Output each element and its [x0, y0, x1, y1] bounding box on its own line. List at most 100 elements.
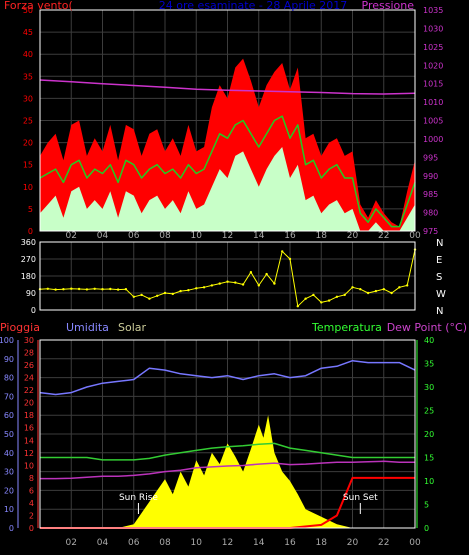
direction-point [320, 301, 323, 304]
direction-point [171, 292, 174, 296]
direction-point [140, 293, 143, 297]
rain-tick-label: 24 [24, 374, 34, 383]
pressure-tick-label: 1010 [423, 98, 443, 107]
climate-hour-label: 18 [316, 538, 328, 548]
direction-frame [39, 241, 416, 311]
wind-tick-label: 15 [23, 161, 33, 170]
direction-tick-label: 0 [31, 306, 36, 315]
direction-point [327, 299, 331, 302]
pressure-tick-label: 1025 [423, 43, 443, 52]
solar-label: Solar [118, 321, 147, 334]
wind-max-series [40, 58, 415, 231]
climate-hour-label: 20 [347, 538, 359, 548]
direction-point [202, 286, 206, 289]
wind-tick-label: 35 [23, 72, 33, 81]
wind-hour-label: 14 [253, 231, 265, 241]
dewpoint-label: Dew Point (°C) [387, 321, 467, 334]
direction-point [374, 289, 378, 293]
solar-series [40, 415, 415, 528]
direction-point [101, 288, 104, 291]
direction-point [156, 294, 159, 297]
temperature-axis-ticks: 0 5 10 15 20 25 30 35 40 [424, 336, 434, 533]
direction-point [296, 305, 299, 308]
humidity-tick-label: 70 [4, 392, 14, 401]
climate-hour-label: 02 [66, 538, 77, 548]
direction-point [148, 297, 151, 300]
wind-min-series [40, 147, 415, 231]
temperature-tick-label: 25 [424, 407, 434, 416]
wind-tick-label: 25 [23, 117, 33, 126]
climate-hour-label: 06 [128, 538, 140, 548]
wind-frame [39, 9, 416, 232]
wind-tick-label: 40 [23, 50, 33, 59]
direction-tick-label: 360 [21, 238, 36, 247]
temperature-tick-label: 30 [424, 383, 434, 392]
direction-point [77, 287, 81, 291]
direction-point [179, 289, 182, 293]
direction-point [62, 288, 65, 291]
wind-hour-label: 20 [347, 231, 359, 241]
rain-tick-label: 8 [29, 474, 34, 483]
wind-hour-label: 02 [66, 231, 77, 241]
climate-hour-label: 00 [409, 538, 421, 548]
wind-tick-label: 30 [23, 94, 33, 103]
humidity-tick-label: 0 [9, 524, 14, 533]
rain-tick-label: 18 [24, 411, 34, 420]
direction-point [335, 295, 339, 298]
direction-point [281, 250, 284, 253]
direction-point [406, 284, 409, 287]
humidity-axis-ticks: 0 10 20 30 40 50 60 70 80 90 100 [0, 336, 14, 533]
direction-point [70, 287, 73, 290]
climate-hour-label: 22 [378, 538, 389, 548]
wind-tick-label: 5 [28, 205, 33, 214]
direction-point [343, 293, 346, 297]
compass-label: N [436, 306, 443, 317]
wind-tick-label: 20 [23, 139, 33, 148]
wind-axis-label: Forza vento( [4, 0, 73, 12]
direction-point [249, 271, 253, 274]
direction-point [312, 293, 315, 297]
humidity-tick-label: 60 [4, 411, 14, 420]
sun-annotation-label: Sun Set [343, 493, 378, 503]
direction-point [226, 280, 229, 283]
direction-point [265, 272, 268, 276]
rain-tick-label: 0 [29, 524, 34, 533]
climate-hour-label: 04 [97, 538, 109, 548]
direction-series-group [38, 248, 417, 308]
wind-hour-label: 00 [409, 231, 421, 241]
compass-label: W [436, 289, 446, 300]
temperature-tick-label: 40 [424, 336, 434, 345]
climate-hour-label: 08 [159, 538, 171, 548]
direction-point [351, 286, 354, 289]
climate-hour-label: 10 [191, 538, 203, 548]
direction-point [390, 291, 393, 295]
wind-tick-label: 10 [23, 183, 33, 192]
direction-point [109, 287, 112, 291]
wind-hour-label: 12 [222, 231, 233, 241]
direction-point [366, 291, 370, 295]
pressure-tick-label: 1020 [423, 61, 443, 70]
pressure-axis-ticks: 975 980 985 990 995 1000 1005 1010 1015 1020 1025 1… [423, 6, 443, 236]
humidity-tick-label: 90 [4, 355, 14, 364]
direction-point [46, 287, 49, 290]
rain-tick-label: 6 [29, 486, 34, 495]
sun-annotations: Sun Rise Sun Set [119, 493, 378, 514]
direction-axis-ticks: 0 90 180 270 360 [21, 238, 36, 315]
direction-point [257, 284, 260, 287]
direction-point [85, 288, 89, 291]
direction-point [163, 291, 167, 295]
humidity-tick-label: 30 [4, 468, 14, 477]
rain-tick-label: 10 [24, 461, 34, 470]
wind-hour-label: 06 [128, 231, 140, 241]
wind-tick-label: 50 [23, 6, 33, 15]
temperature-tick-label: 5 [424, 501, 429, 510]
wind-hour-label: 04 [97, 231, 109, 241]
temperature-tick-label: 20 [424, 430, 434, 439]
direction-point [359, 288, 362, 291]
direction-point [54, 288, 57, 291]
wind-hour-label: 10 [191, 231, 203, 241]
